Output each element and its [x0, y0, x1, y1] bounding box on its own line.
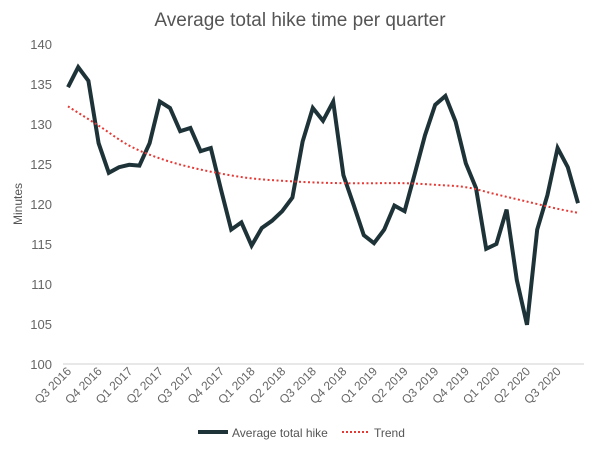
y-tick-label: 105 [30, 317, 52, 332]
y-tick-label: 120 [30, 197, 52, 212]
y-axis-label: Minutes [11, 183, 25, 225]
y-tick-label: 140 [30, 37, 52, 52]
y-tick-label: 135 [30, 77, 52, 92]
y-tick-label: 110 [31, 277, 52, 292]
legend-label-trend: Trend [374, 426, 405, 440]
legend-label-average-total-hike: Average total hike [232, 426, 328, 440]
y-tick-label: 100 [30, 357, 52, 372]
chart-title: Average total hike time per quarter [154, 10, 446, 31]
y-tick-label: 125 [30, 157, 52, 172]
legend: Average total hike Trend [198, 426, 405, 440]
y-tick-label: 130 [30, 117, 52, 132]
y-tick-label: 115 [31, 237, 52, 252]
